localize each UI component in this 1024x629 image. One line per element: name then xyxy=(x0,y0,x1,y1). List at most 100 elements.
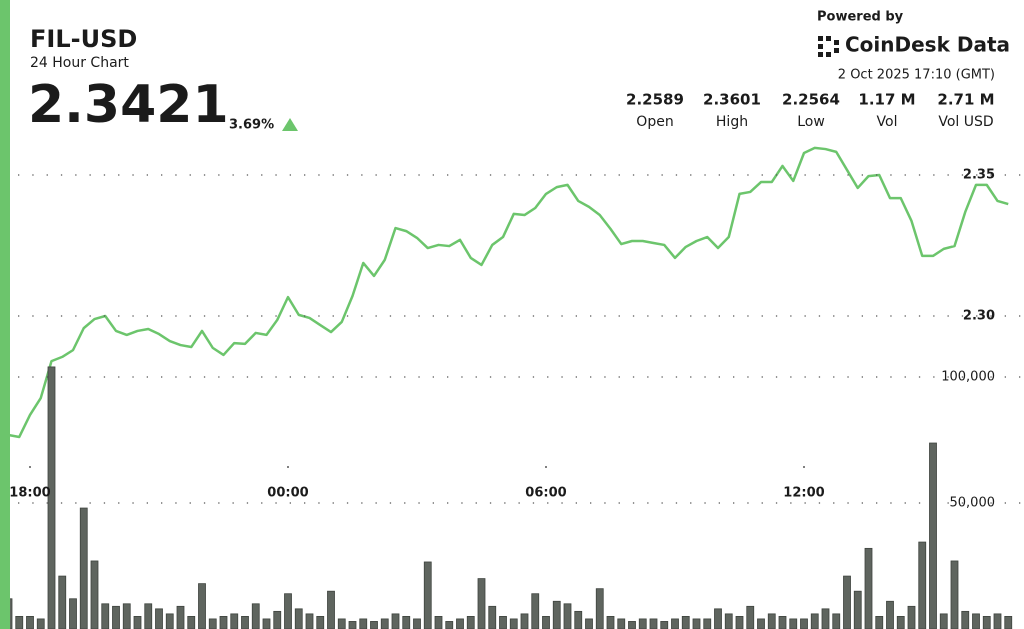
volume-bar xyxy=(929,442,937,629)
volume-bar xyxy=(692,618,701,629)
x-tick-label: 06:00 xyxy=(525,486,566,501)
volume-bar xyxy=(982,616,991,629)
volume-bar xyxy=(703,618,712,629)
volume-bar xyxy=(853,590,862,629)
volume-bar xyxy=(993,613,1002,629)
volume-bar xyxy=(165,613,174,629)
volume-bar xyxy=(918,541,927,629)
y-tick-label: 2.35 xyxy=(963,168,995,183)
volume-bar xyxy=(509,618,518,629)
price-line xyxy=(8,146,1009,439)
volume-bar xyxy=(520,613,529,629)
x-tick-label: 12:00 xyxy=(783,486,824,501)
volume-bar xyxy=(628,621,636,629)
volume-bar xyxy=(972,613,980,629)
volume-bar xyxy=(101,603,110,629)
stat-value: 2.71 M xyxy=(937,91,994,109)
volume-bar xyxy=(714,608,722,629)
logo-icon xyxy=(818,36,839,57)
stat-value: 1.17 M xyxy=(858,91,915,109)
area-fill xyxy=(8,147,1009,629)
volume-bar xyxy=(617,618,626,629)
volume-bar xyxy=(950,560,959,629)
volume-bar xyxy=(735,616,744,629)
volume-bar xyxy=(542,616,550,629)
volume-bar xyxy=(208,618,217,629)
change: 3.69% xyxy=(229,118,274,133)
volume-bar xyxy=(832,613,841,629)
volume-bar xyxy=(370,621,378,629)
volume-bar xyxy=(660,621,669,629)
y-tick-label: 100,000 xyxy=(941,370,995,385)
volume-bar xyxy=(144,603,153,629)
volume-bar xyxy=(724,613,733,629)
stat-label: High xyxy=(716,114,748,130)
volume-bar xyxy=(36,618,45,629)
volume-bar xyxy=(327,590,335,629)
volume-bar xyxy=(380,618,389,629)
volume-bar xyxy=(176,605,185,629)
volume-bar xyxy=(445,621,454,629)
stat-value: 2.2589 xyxy=(626,91,684,109)
x-tick-label: 00:00 xyxy=(267,486,308,501)
volume-bar xyxy=(122,603,131,629)
volume-bar xyxy=(810,613,819,629)
volume-bar xyxy=(155,608,163,629)
volume-bar xyxy=(552,600,561,629)
y-tick-label: 50,000 xyxy=(950,496,996,511)
volume-bar xyxy=(907,605,916,629)
volume-bar xyxy=(488,605,497,629)
volume-bar xyxy=(241,616,249,629)
price: 2.3421 xyxy=(28,75,229,135)
volume-bar xyxy=(90,560,99,629)
volume-bar xyxy=(391,613,400,629)
volume-bar xyxy=(79,507,88,629)
timestamp: 2 Oct 2025 17:10 (GMT) xyxy=(838,68,995,83)
volume-bar xyxy=(219,616,228,629)
up-arrow xyxy=(282,118,298,131)
powered-by: Powered by xyxy=(817,10,904,25)
volume-bar xyxy=(574,610,583,629)
volume-bar xyxy=(886,600,894,629)
volume-bar xyxy=(595,588,604,629)
volume-bar xyxy=(26,616,34,629)
stat-label: Vol xyxy=(877,114,898,130)
volume-bar xyxy=(133,616,142,629)
volume-bar xyxy=(563,603,572,629)
volume-bar xyxy=(112,605,120,629)
x-tick-label: 18:00 xyxy=(9,486,50,501)
volume-bar xyxy=(305,613,314,629)
volume-bar xyxy=(456,618,464,629)
volume-bar xyxy=(294,608,303,629)
volume-bar xyxy=(58,575,67,629)
stats: 2.2589 Open 2.3601 High 2.2564 Low 1.17 M Vol 2.… xyxy=(626,91,995,131)
volume-bar xyxy=(423,561,432,629)
volume-bar xyxy=(778,616,787,629)
volume-bar xyxy=(499,616,507,629)
volume-bar xyxy=(230,613,239,629)
volume-bar xyxy=(875,616,884,629)
volume-bar xyxy=(767,613,776,629)
volume-bar xyxy=(896,616,905,629)
volume-bar xyxy=(843,575,851,629)
symbol: FIL-USD xyxy=(30,25,137,53)
volume-bar xyxy=(939,613,948,629)
volume-bar xyxy=(649,618,658,629)
volume-bar xyxy=(585,618,593,629)
volume-bar xyxy=(262,618,271,629)
volume-bar xyxy=(198,583,206,629)
volume-bar xyxy=(477,578,486,629)
volume-bar xyxy=(284,593,292,629)
volume-bar xyxy=(402,616,411,629)
volume-bar xyxy=(187,616,196,629)
volume-bar xyxy=(434,616,443,629)
volume-bar xyxy=(273,610,282,629)
volume-bar xyxy=(47,366,56,629)
volume-bar xyxy=(757,618,765,629)
volume-bar xyxy=(69,598,77,629)
volume-bar xyxy=(348,621,357,629)
volume-bar xyxy=(638,618,647,629)
volume-bar xyxy=(681,616,690,629)
volume-bar xyxy=(251,603,260,629)
plot: 18:00 00:00 06:00 12:00 2.30 2.35 50,000 100,00… xyxy=(4,146,1024,629)
